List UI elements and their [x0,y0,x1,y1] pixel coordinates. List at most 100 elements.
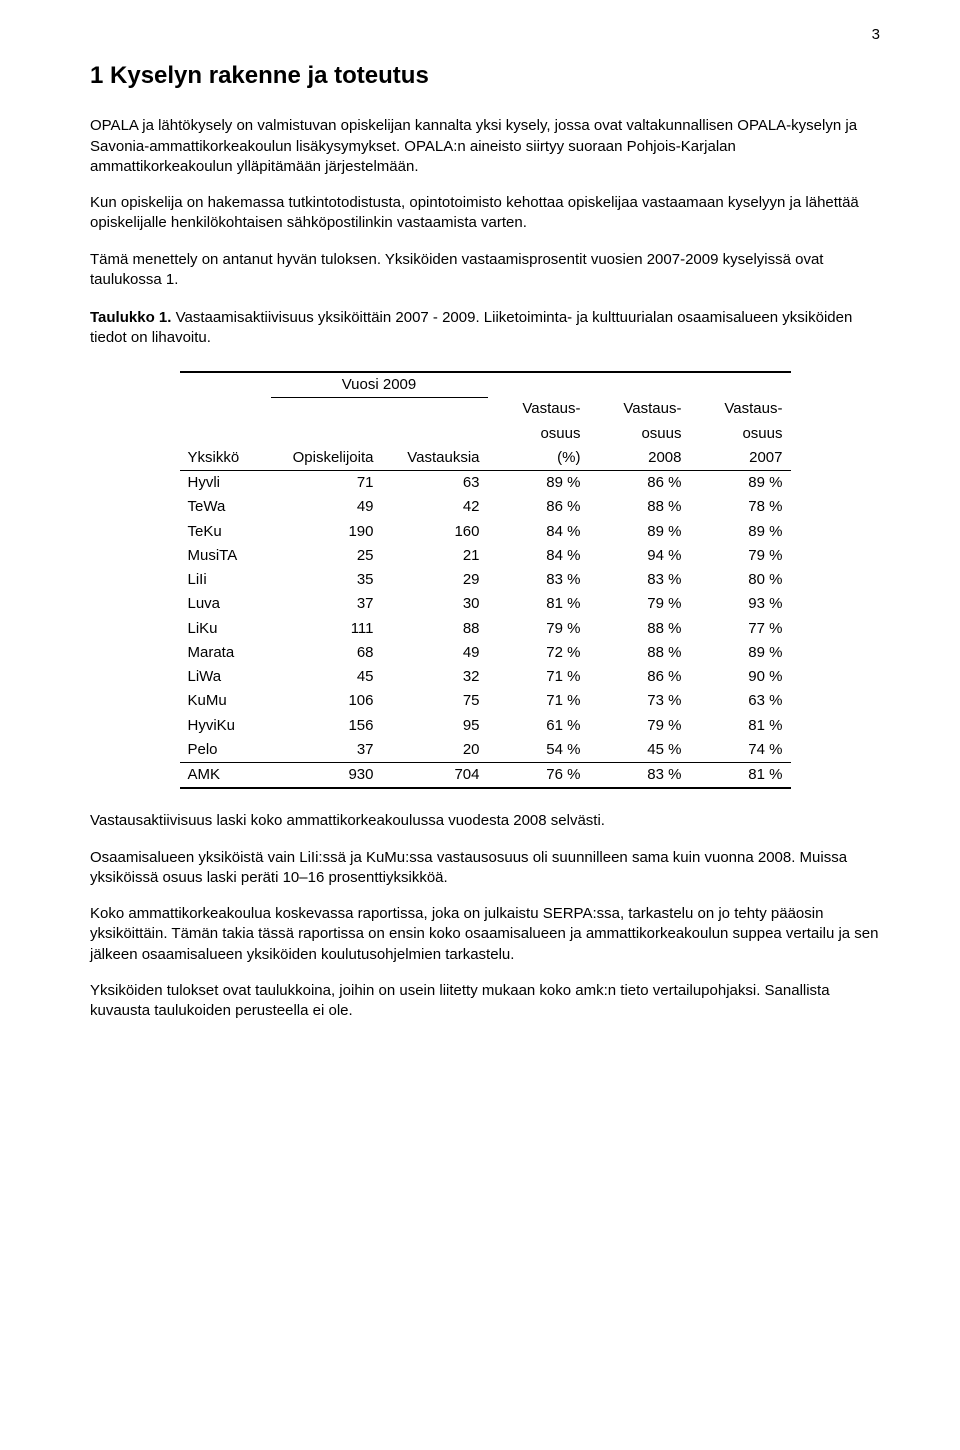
table-cell: 90 % [690,665,791,689]
caption-label: Taulukko 1. [90,309,171,326]
caption-text: Vastaamisaktiivisuus yksiköittäin 2007 -… [90,309,852,346]
th-2008: 2008 [589,446,690,471]
table-row: TeWa494286 %88 %78 % [180,495,791,519]
table-cell: 83 % [488,568,589,592]
th-responses-blank2 [382,422,488,446]
th-osuus1: osuus [488,422,589,446]
table-cell: 86 % [589,665,690,689]
paragraph-6: Koko ammattikorkeakoulua koskevassa rapo… [90,904,880,965]
paragraph-1: OPALA ja lähtökysely on valmistuvan opis… [90,116,880,177]
table-cell: KuMu [180,689,271,713]
table-cell: 88 % [589,495,690,519]
table-cell: 88 % [589,617,690,641]
th-blank4 [690,372,791,398]
table-cell: 49 [271,495,382,519]
table-cell: 111 [271,617,382,641]
table-cell: 37 [271,592,382,616]
th-responses-blank [382,397,488,421]
table-cell: 45 % [589,738,690,763]
table-row: HyviKu1569561 %79 %81 % [180,714,791,738]
table-cell: 79 % [589,592,690,616]
table-cell: Marata [180,641,271,665]
th-students: Opiskelijoita [271,446,382,471]
table-cell: 21 [382,544,488,568]
table-cell: 190 [271,520,382,544]
table-cell: 81 % [488,592,589,616]
th-vast3: Vastaus- [690,397,791,421]
paragraph-4: Vastausaktiivisuus laski koko ammattikor… [90,811,880,831]
table-cell: 75 [382,689,488,713]
table-row: Marata684972 %88 %89 % [180,641,791,665]
th-unit: Yksikkö [180,446,271,471]
table-cell: 88 [382,617,488,641]
table-caption: Taulukko 1. Vastaamisaktiivisuus yksiköi… [90,308,880,349]
section-heading: 1 Kyselyn rakenne ja toteutus [90,60,880,92]
table-cell: 86 % [488,495,589,519]
table-cell: 80 % [690,568,791,592]
table-cell: 49 [382,641,488,665]
th-students-blank [271,397,382,421]
table-cell: 93 % [690,592,791,616]
table-cell: 77 % [690,617,791,641]
table-cell: 106 [271,689,382,713]
table-cell: Hyvli [180,471,271,496]
total-pct: 76 % [488,763,589,789]
table-cell: 79 % [690,544,791,568]
table-cell: 42 [382,495,488,519]
table-row: LiKu1118879 %88 %77 % [180,617,791,641]
table-row: KuMu1067571 %73 %63 % [180,689,791,713]
table-row: Pelo372054 %45 %74 % [180,738,791,763]
paragraph-5: Osaamisalueen yksiköistä vain LiIi:ssä j… [90,848,880,889]
table-cell: 63 [382,471,488,496]
table-cell: 86 % [589,471,690,496]
table-cell: 71 % [488,665,589,689]
table-cell: 25 [271,544,382,568]
th-students-blank2 [271,422,382,446]
table-cell: 83 % [589,568,690,592]
th-responses: Vastauksia [382,446,488,471]
th-vast1: Vastaus- [488,397,589,421]
table-cell: 88 % [589,641,690,665]
table-cell: 68 [271,641,382,665]
th-unit-blank2 [180,422,271,446]
table-row: LiWa453271 %86 %90 % [180,665,791,689]
total-2008: 83 % [589,763,690,789]
th-vast2: Vastaus- [589,397,690,421]
table-cell: 74 % [690,738,791,763]
table-cell: 72 % [488,641,589,665]
table-cell: 89 % [690,471,791,496]
th-year: Vuosi 2009 [271,372,488,398]
table-cell: 79 % [488,617,589,641]
th-2007: 2007 [690,446,791,471]
table-cell: 54 % [488,738,589,763]
table-cell: 29 [382,568,488,592]
table-cell: 73 % [589,689,690,713]
th-osuus2: osuus [589,422,690,446]
table-cell: 71 % [488,689,589,713]
table-cell: 37 [271,738,382,763]
table-row: Luva373081 %79 %93 % [180,592,791,616]
table-row: MusiTA252184 %94 %79 % [180,544,791,568]
table-cell: 89 % [488,471,589,496]
table-cell: 89 % [690,520,791,544]
table-row: Hyvli716389 %86 %89 % [180,471,791,496]
table-cell: HyviKu [180,714,271,738]
total-students: 930 [271,763,382,789]
paragraph-2: Kun opiskelija on hakemassa tutkintotodi… [90,193,880,234]
table-cell: 84 % [488,520,589,544]
th-blank2 [488,372,589,398]
total-unit: AMK [180,763,271,789]
page-number: 3 [872,25,880,45]
table-cell: LiWa [180,665,271,689]
total-2007: 81 % [690,763,791,789]
total-responses: 704 [382,763,488,789]
th-pct: (%) [488,446,589,471]
table-cell: 95 [382,714,488,738]
table-cell: 89 % [690,641,791,665]
table-cell: 71 [271,471,382,496]
th-unit-blank [180,397,271,421]
table-cell: 89 % [589,520,690,544]
th-blank [180,372,271,398]
paragraph-3: Tämä menettely on antanut hyvän tuloksen… [90,250,880,291]
th-osuus3: osuus [690,422,791,446]
